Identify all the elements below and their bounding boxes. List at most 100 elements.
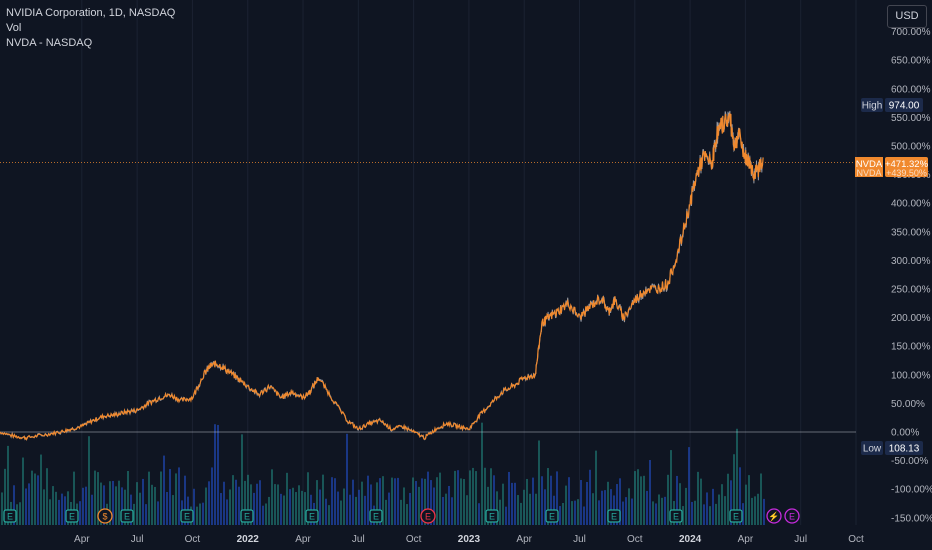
volume-bar — [322, 474, 324, 525]
svg-text:⚡: ⚡ — [768, 511, 779, 523]
earnings-icon[interactable]: E — [369, 509, 383, 523]
volume-bar — [316, 480, 318, 525]
volume-bar — [199, 503, 201, 525]
volume-bar — [112, 480, 114, 525]
volume-bar — [586, 481, 588, 525]
volume-bar — [136, 482, 138, 525]
svg-text:E: E — [184, 512, 190, 522]
x-tick-label: 2023 — [458, 534, 481, 545]
earnings-icon[interactable]: E — [729, 509, 743, 523]
x-tick-label: Jul — [794, 534, 807, 545]
volume-bar — [64, 496, 66, 525]
volume-bar — [484, 467, 486, 525]
volume-bar — [439, 472, 441, 525]
svg-text:E: E — [733, 512, 739, 522]
volume-bar — [271, 469, 273, 525]
y-tick-label: 550.00% — [891, 113, 931, 124]
currency-button[interactable]: USD — [887, 5, 927, 28]
volume-bar — [157, 501, 159, 525]
volume-bar — [319, 489, 321, 525]
volume-bar — [700, 478, 702, 525]
volume-bar — [751, 497, 753, 525]
volume-bar — [88, 436, 90, 525]
volume-bar — [379, 478, 381, 525]
volume-bar — [616, 484, 618, 525]
symbol-value: +471.32% — [885, 159, 929, 170]
volume-bar — [220, 493, 222, 525]
volume-bar — [745, 484, 747, 525]
volume-bar — [139, 492, 141, 525]
earnings-icon[interactable]: E — [3, 509, 17, 523]
earnings-icon[interactable]: E — [784, 508, 800, 524]
y-tick-label: 100.00% — [891, 370, 931, 381]
earnings-icon[interactable]: E — [420, 508, 436, 524]
volume-bar — [601, 490, 603, 525]
volume-bar — [556, 471, 558, 525]
volume-bar — [244, 480, 246, 525]
volume-bar — [61, 493, 63, 525]
volume-bar — [757, 493, 759, 525]
x-tick-label: 2024 — [679, 534, 702, 545]
volume-bar — [502, 483, 504, 525]
symbol-title[interactable]: NVIDIA Corporation, 1D, NASDAQ — [6, 7, 176, 19]
volume-bar — [367, 475, 369, 525]
volume-bar — [454, 470, 456, 525]
earnings-icon[interactable]: E — [120, 509, 134, 523]
y-tick-label: 600.00% — [891, 84, 931, 95]
volume-bar — [97, 472, 99, 525]
volume-bar — [538, 440, 540, 525]
earnings-icon[interactable]: E — [180, 509, 194, 523]
volume-bar — [256, 483, 258, 525]
event-icons[interactable]: E E $ E E E E E E E E E E E ⚡ E — [3, 508, 800, 524]
y-tick-label: 500.00% — [891, 142, 931, 153]
volume-bar — [568, 477, 570, 525]
volume-bar — [205, 487, 207, 525]
volume-indicator-label[interactable]: Vol — [6, 22, 22, 34]
volume-bar — [409, 492, 411, 525]
earnings-icon[interactable]: E — [305, 509, 319, 523]
earnings-icon[interactable]: E — [545, 509, 559, 523]
volume-bar — [67, 491, 69, 525]
volume-bar — [193, 488, 195, 525]
volume-bar — [547, 468, 549, 525]
dividend-icon[interactable]: $ — [97, 508, 113, 524]
x-tick-label: Apr — [738, 534, 754, 545]
split-icon[interactable]: ⚡ — [766, 508, 782, 524]
y-tick-label: 300.00% — [891, 256, 931, 267]
grid-lines — [81, 0, 857, 525]
volume-bar — [712, 488, 714, 525]
x-tick-label: Apr — [516, 534, 532, 545]
volume-bar — [715, 503, 717, 525]
high-value: 974.00 — [889, 101, 920, 112]
earnings-icon[interactable]: E — [669, 509, 683, 523]
volume-bar — [289, 489, 291, 525]
compare-symbol-label[interactable]: NVDA - NASDAQ — [6, 37, 93, 49]
volume-bar — [763, 498, 765, 525]
volume-bar — [649, 460, 651, 525]
volume-bar — [169, 469, 171, 525]
symbol-price-tag: NVDA NVDA +471.32% +439.50% — [855, 157, 929, 178]
x-tick-label: Oct — [627, 534, 643, 545]
y-tick-label: 200.00% — [891, 313, 931, 324]
volume-bar — [160, 471, 162, 525]
volume-bar — [514, 482, 516, 525]
volume-bar — [475, 471, 477, 525]
volume-bar — [55, 491, 57, 525]
earnings-icon[interactable]: E — [240, 509, 254, 523]
volume-bar — [565, 485, 567, 525]
earnings-icon[interactable]: E — [485, 509, 499, 523]
volume-bar — [382, 476, 384, 525]
volume-bar — [223, 481, 225, 525]
svg-text:E: E — [309, 512, 315, 522]
volume-bar — [262, 505, 264, 525]
earnings-icon[interactable]: E — [607, 509, 621, 523]
earnings-icon[interactable]: E — [65, 509, 79, 523]
volume-bar — [241, 434, 243, 525]
x-axis[interactable]: Apr Jul Oct 2022 Apr Jul Oct 2023 Apr Jul Oct 2024 A… — [74, 534, 864, 545]
volume-bar — [226, 499, 228, 525]
volume-bar — [124, 489, 126, 525]
volume-bar — [28, 483, 30, 525]
volume-bar — [517, 495, 519, 525]
volume-bar — [499, 499, 501, 525]
